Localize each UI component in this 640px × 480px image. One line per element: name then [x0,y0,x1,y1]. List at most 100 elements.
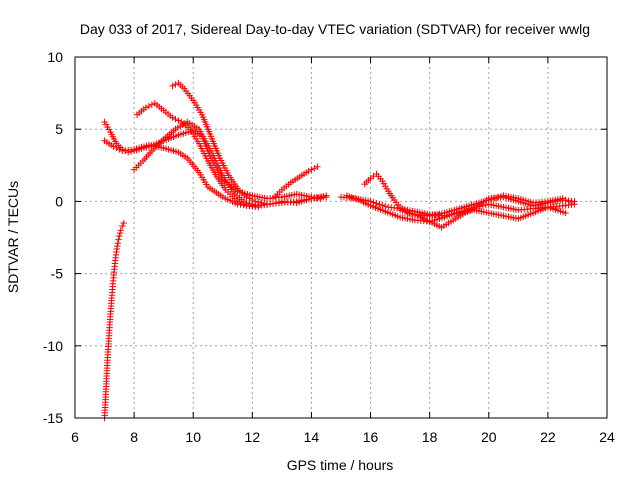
data-point-fill [392,199,402,208]
x-tick-label: 6 [71,429,79,445]
data-point-fill [206,185,224,199]
data-point-fill [369,203,387,214]
data-point-fill [308,164,318,173]
data-point [305,167,312,175]
data-point-fill [197,128,213,152]
data-point-fill [233,196,248,208]
data-point-fill [197,171,210,188]
y-tick-label: -5 [51,266,64,282]
data-point-fill [272,188,283,200]
data-point-fill [452,211,466,222]
data-point-fill [102,359,111,390]
data-point-fill [115,236,122,243]
data-point-fill [177,81,186,91]
data-markers [101,79,578,422]
x-tick-label: 20 [481,429,497,445]
series-track-7 [269,163,321,202]
data-point-fill [208,150,225,177]
data-point-fill [547,204,567,216]
data-point-fill [443,206,460,216]
series-track-11 [396,192,575,220]
data-point-fill [208,135,223,159]
data-point-fill [502,204,520,213]
data-point-fill [295,196,313,206]
chart-title: Day 033 of 2017, Sidereal Day-to-day VTE… [80,21,590,37]
data-point-fill [113,242,121,253]
x-tick-label: 10 [185,429,201,445]
data-point-fill [517,196,534,206]
data-point-fill [562,201,575,209]
data-point-fill [185,156,201,174]
data-point-fill [280,181,292,192]
data-point [116,232,123,240]
data-point-fill [517,210,534,221]
data-point-fill [384,209,401,220]
data-point [559,195,566,202]
data-point-fill [399,214,416,223]
data-point-fill [172,115,182,124]
x-tick-label: 18 [422,429,438,445]
data-point [169,82,176,90]
y-axis-label: SDTVAR / TECUs [5,181,21,293]
data-point-fill [502,213,520,222]
data-point-fill [133,159,144,171]
series-track-6 [169,79,271,208]
data-point [243,193,250,201]
data-point-fill [182,87,195,102]
data-point-fill [269,198,283,207]
data-point-fill [266,194,283,202]
data-point-fill [108,131,119,145]
data-point-fill [122,146,135,154]
x-tick-label: 16 [363,429,379,445]
x-tick-label: 24 [599,429,615,445]
data-point-fill [103,138,115,149]
data-point-fill [199,113,214,138]
series-track-5 [133,100,262,211]
plot-frame [74,56,608,419]
data-point [169,114,176,121]
data-point-fill [105,313,114,337]
y-tick-label: 10 [47,49,63,65]
data-point-fill [162,145,180,155]
x-axis-label: GPS time / hours [287,457,394,473]
data-point-fill [246,195,256,204]
series-track-10 [361,170,569,231]
series-track-1 [101,219,127,422]
data-point-fill [150,138,165,153]
data-point-fill [192,128,204,139]
data-point-fill [380,180,391,192]
data-point [142,104,150,111]
data-point-fill [188,128,201,145]
data-point-fill [215,175,228,191]
x-tick-label: 22 [540,429,556,445]
data-point-fill [346,193,360,203]
data-point [323,193,330,201]
data-point [263,201,271,208]
data-point-fill [562,196,572,205]
data-point-fill [370,199,380,207]
data-point-fill [255,198,268,207]
data-point-fill [197,142,210,162]
data-point-fill [206,160,219,178]
data-point [110,143,117,150]
data-point-fill [488,193,505,203]
data-point-fill [108,277,117,296]
data-point-fill [222,195,239,207]
x-tick-label: 8 [130,429,138,445]
data-point-fill [375,173,384,182]
data-point [314,163,321,170]
data-point-fill [386,190,396,201]
data-point-fill [191,99,204,116]
data-point-fill [417,213,431,224]
data-point [571,201,578,208]
data-point-fill [388,204,401,212]
data-point-fill [116,229,124,237]
data-point-fill [180,120,192,131]
data-point-fill [186,120,200,131]
data-point-fill [101,388,110,419]
data-point-fill [177,150,189,160]
y-tick-label: -15 [43,410,63,426]
data-point-fill [224,188,236,200]
data-point-fill [141,149,154,163]
